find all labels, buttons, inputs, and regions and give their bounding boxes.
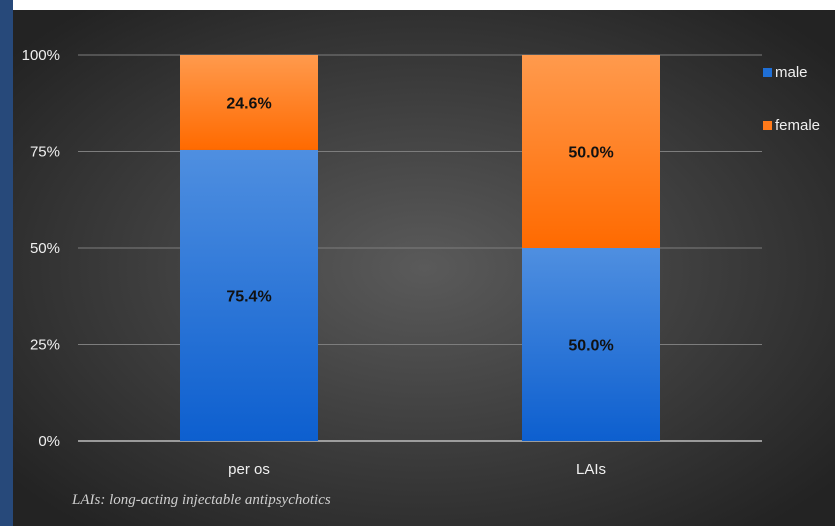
x-axis-categories: per os LAIs [228, 461, 606, 478]
top-strip [13, 0, 835, 10]
bar-female-1 [522, 55, 660, 248]
bar-male-0 [180, 149, 318, 441]
y-axis-ticks: 0% 25% 50% 75% 100% [22, 47, 60, 450]
chart-background [13, 10, 835, 526]
footnote: LAIs: long-acting injectable antipsychot… [71, 492, 331, 508]
x-category-label: per os [228, 461, 270, 478]
y-tick-label: 50% [30, 240, 60, 257]
data-label-female: 50.0% [568, 145, 613, 162]
bar-male-1 [522, 248, 660, 441]
y-tick-label: 25% [30, 337, 60, 354]
legend-label-female: female [775, 117, 820, 134]
x-category-label: LAIs [576, 461, 606, 478]
y-tick-label: 100% [22, 47, 60, 64]
data-label-male: 75.4% [226, 288, 271, 305]
legend: male female [763, 64, 820, 134]
legend-label-male: male [775, 64, 808, 81]
bar-female-0 [180, 55, 318, 150]
data-labels: 75.4% 24.6% 50.0% 50.0% [226, 95, 613, 354]
bars [180, 55, 660, 441]
data-label-male: 50.0% [568, 338, 613, 355]
legend-swatch-female [763, 121, 772, 130]
y-tick-label: 75% [30, 144, 60, 161]
data-label-female: 24.6% [226, 95, 271, 112]
legend-swatch-male [763, 68, 772, 77]
y-tick-label: 0% [38, 433, 60, 450]
left-border [0, 0, 13, 526]
